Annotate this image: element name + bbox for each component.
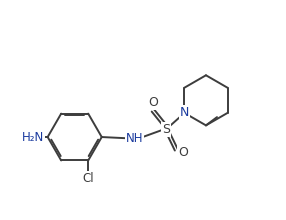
Text: Cl: Cl — [82, 172, 94, 185]
Text: NH: NH — [126, 132, 143, 145]
Text: O: O — [178, 146, 188, 159]
Text: S: S — [162, 123, 170, 136]
Text: N: N — [180, 106, 189, 119]
Text: H₂N: H₂N — [22, 130, 44, 143]
Text: O: O — [148, 96, 158, 109]
